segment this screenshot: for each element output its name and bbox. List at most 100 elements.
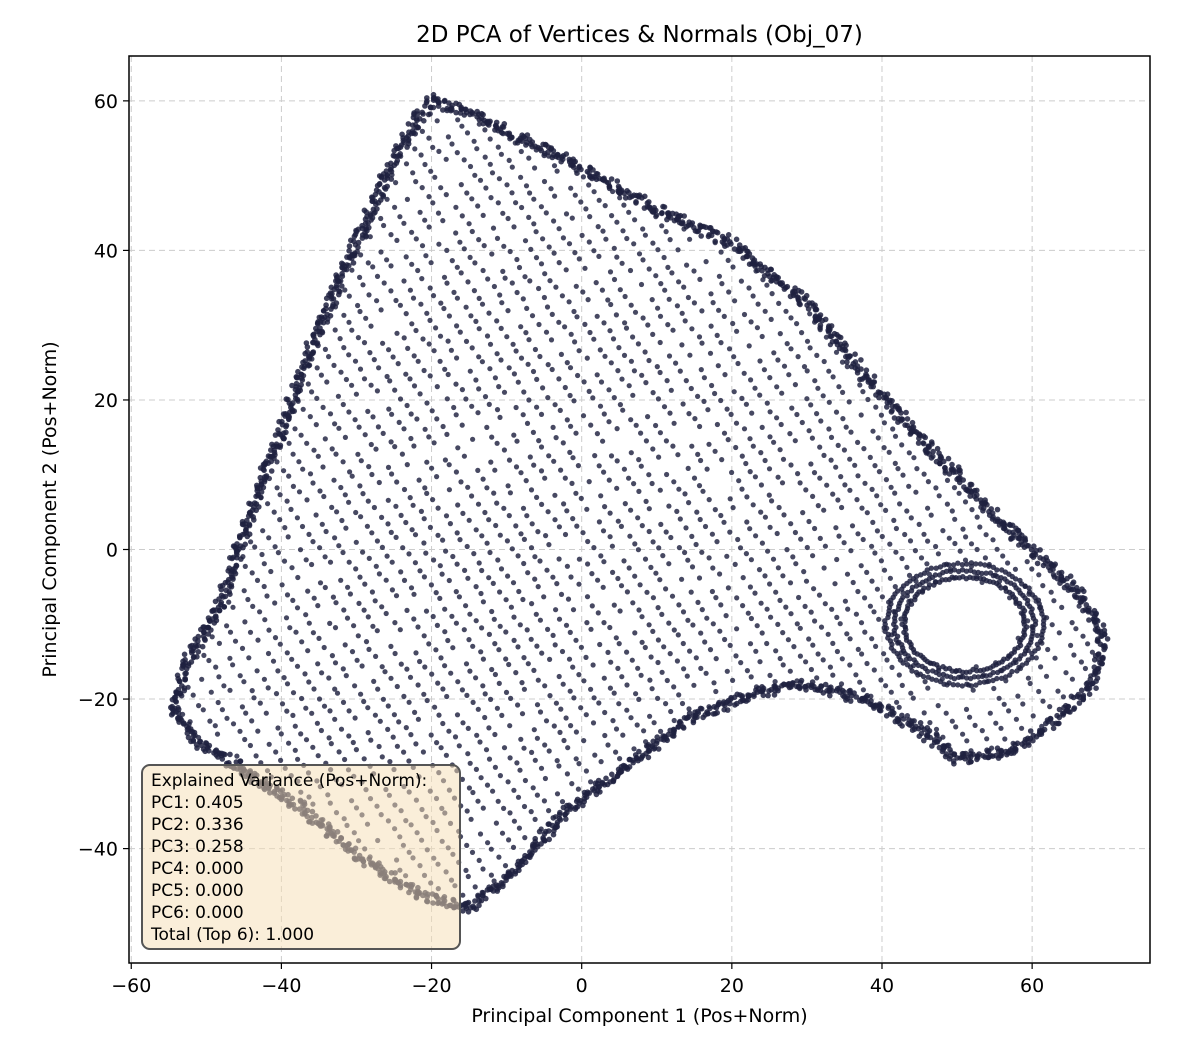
scatter-point [610,777,617,784]
scatter-point [353,391,359,397]
scatter-point [430,497,436,503]
scatter-point [636,696,642,703]
scatter-point [864,692,870,699]
scatter-point [556,811,563,818]
scatter-point [294,515,300,521]
scatter-point [560,681,566,687]
scatter-point [307,471,314,477]
scatter-point [268,468,275,474]
scatter-point [734,626,740,632]
scatter-point [520,412,526,418]
scatter-point [936,665,942,671]
scatter-point [565,745,571,751]
scatter-point [454,561,460,567]
scatter-point [377,718,383,724]
scatter-point [611,602,617,608]
scatter-point [788,521,794,527]
scatter-point [972,722,978,729]
scatter-point [596,519,603,525]
scatter-point [837,334,844,341]
scatter-point [872,463,878,469]
scatter-point [464,190,470,196]
scatter-point [903,409,909,416]
scatter-point [703,259,709,265]
scatter-point [1073,626,1079,632]
scatter-point [628,450,634,456]
scatter-point [702,523,709,530]
scatter-point [697,276,703,282]
scatter-point [597,641,603,648]
scatter-point [532,576,538,582]
scatter-point [405,121,412,127]
scatter-point [580,289,586,295]
scatter-point [430,200,436,206]
scatter-point [441,98,448,105]
scatter-point [463,603,469,609]
scatter-point [538,468,545,474]
scatter-point [397,214,403,220]
scatter-point [924,561,930,567]
scatter-point [437,595,443,602]
scatter-point [918,572,924,578]
scatter-point [427,285,433,291]
scatter-point [566,299,572,305]
scatter-point [781,512,787,518]
scatter-point [490,580,496,587]
scatter-point [998,725,1004,731]
scatter-point [333,600,339,606]
scatter-point [808,402,814,408]
scatter-point [454,295,460,301]
scatter-point [341,263,348,270]
scatter-point [478,590,484,597]
scatter-point [492,375,498,381]
scatter-point [575,786,582,792]
scatter-point [682,318,688,324]
scatter-point [844,571,851,577]
scatter-point [551,218,557,224]
scatter-point [493,820,499,826]
scatter-point [613,312,620,318]
scatter-point [510,844,517,851]
scatter-point [933,726,940,732]
scatter-point [454,264,460,270]
scatter-point [413,125,420,131]
scatter-point [922,434,928,441]
scatter-point [757,659,763,665]
scatter-point [237,758,244,764]
scatter-point [830,374,836,380]
scatter-point [480,212,486,218]
scatter-point [1104,636,1111,642]
scatter-point [904,564,910,570]
scatter-point [543,329,550,335]
scatter-point [834,556,840,563]
scatter-point [797,653,804,659]
scatter-point [690,622,696,628]
scatter-point [536,285,542,292]
scatter-point [699,549,705,555]
scatter-point [717,628,723,634]
scatter-point [601,411,607,417]
scatter-point [1091,657,1098,663]
y-tick-label: −40 [78,839,118,861]
scatter-point [546,828,552,834]
scatter-point [684,262,690,268]
scatter-point [829,606,835,612]
scatter-point [772,679,778,685]
scatter-point [564,360,570,366]
scatter-point [1040,583,1046,589]
scatter-point [616,641,622,647]
scatter-point [671,627,677,633]
scatter-point [459,776,465,783]
scatter-point [284,708,290,714]
scatter-point [346,352,352,358]
scatter-point [1027,728,1034,734]
scatter-point [1080,595,1086,601]
scatter-point [480,599,486,605]
scatter-point [534,643,540,649]
scatter-point [801,364,808,370]
scatter-point [709,531,716,537]
x-tick-label: 60 [1020,975,1044,997]
scatter-point [385,464,392,470]
scatter-point [885,703,892,710]
scatter-point [393,534,399,541]
